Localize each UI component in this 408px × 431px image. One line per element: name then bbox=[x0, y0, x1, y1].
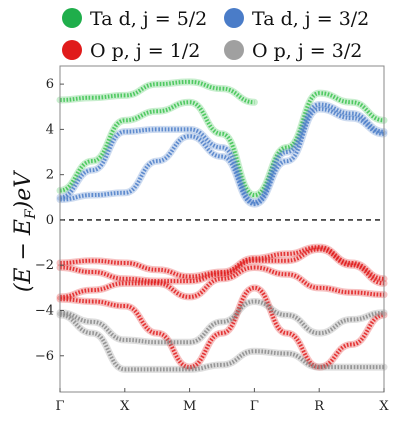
legend: Ta d, j = 5/2 Ta d, j = 3/2 O p, j = 1/2 O … bbox=[62, 8, 369, 62]
y-tick-label-4: −2 bbox=[35, 258, 54, 273]
y-axis-label: (E − EF)eV bbox=[11, 170, 39, 292]
y-axis-label-main: (E − E bbox=[11, 219, 36, 292]
y-tick-label-3: 0 bbox=[46, 213, 54, 228]
axes-frame bbox=[59, 65, 385, 393]
band-line-8 bbox=[59, 299, 385, 345]
band-line-9 bbox=[59, 313, 384, 372]
x-tick-label-0: Γ bbox=[55, 399, 64, 414]
legend-marker-1 bbox=[224, 8, 244, 28]
legend-label-2: O p, j = 1/2 bbox=[90, 40, 200, 62]
y-tick-label-1: 4 bbox=[46, 122, 54, 137]
band-line-4 bbox=[59, 245, 385, 281]
legend-label-3: O p, j = 3/2 bbox=[252, 40, 362, 62]
x-tick-label-1: X bbox=[120, 399, 130, 414]
legend-marker-0 bbox=[62, 8, 82, 28]
band-line-7 bbox=[59, 285, 385, 370]
y-ticks: 6 4 2 0 −2 −4 −6 bbox=[35, 77, 64, 364]
band-line-6 bbox=[59, 265, 385, 299]
band-line-0 bbox=[59, 79, 255, 105]
legend-marker-3 bbox=[224, 40, 244, 60]
y-tick-label-2: 2 bbox=[46, 168, 54, 183]
y-axis-label-sub: F bbox=[23, 208, 39, 220]
x-tick-label-4: R bbox=[314, 399, 325, 414]
legend-marker-2 bbox=[62, 40, 82, 60]
y-tick-label-0: 6 bbox=[46, 77, 54, 92]
band-line-3 bbox=[59, 107, 385, 207]
x-tick-label-5: X bbox=[379, 399, 389, 414]
band-line-2 bbox=[59, 102, 385, 204]
legend-label-0: Ta d, j = 5/2 bbox=[90, 8, 207, 30]
band-line-1 bbox=[59, 91, 385, 198]
x-tick-label-2: M bbox=[183, 399, 196, 414]
bands-layer bbox=[56, 78, 388, 373]
x-tick-label-3: Γ bbox=[250, 399, 259, 414]
y-tick-label-6: −6 bbox=[35, 349, 54, 364]
y-tick-label-5: −4 bbox=[35, 304, 54, 319]
band-line-5 bbox=[59, 247, 385, 286]
plot-area: 6 4 2 0 −2 −4 −6 Γ X M Γ R X bbox=[35, 65, 389, 414]
legend-label-1: Ta d, j = 3/2 bbox=[252, 8, 369, 30]
y-axis-label-tail: )eV bbox=[11, 170, 36, 211]
